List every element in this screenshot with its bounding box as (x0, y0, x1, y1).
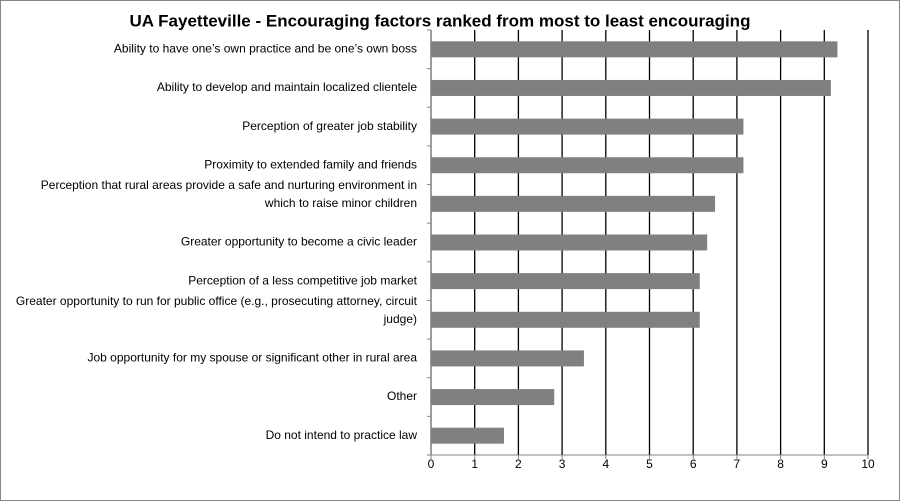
y-tick-label: Proximity to extended family and friends (204, 157, 417, 171)
bar (431, 118, 744, 135)
x-tick-label: 6 (690, 457, 697, 471)
x-tick-label: 10 (861, 457, 875, 471)
chart-title: UA Fayetteville - Encouraging factors ra… (130, 11, 751, 30)
bar (431, 427, 504, 444)
y-tick-label: Do not intend to practice law (266, 428, 418, 442)
x-tick-label: 1 (471, 457, 478, 471)
bar (431, 389, 555, 406)
x-tick-label: 3 (559, 457, 566, 471)
x-tick-label: 5 (646, 457, 653, 471)
bar (431, 157, 744, 174)
bar (431, 41, 838, 58)
x-tick-label: 2 (515, 457, 522, 471)
y-tick-label: Other (387, 389, 417, 403)
x-tick-label: 4 (602, 457, 609, 471)
x-tick-label: 7 (734, 457, 741, 471)
x-tick-label: 9 (821, 457, 828, 471)
y-tick-label: Perception that rural areas provide a sa… (41, 178, 417, 210)
x-tick-label: 8 (777, 457, 784, 471)
bar (431, 234, 708, 251)
y-tick-label: Greater opportunity to become a civic le… (181, 235, 417, 249)
y-tick-label: Greater opportunity to run for public of… (16, 294, 418, 326)
bar (431, 311, 700, 328)
bar (431, 350, 584, 367)
bar (431, 273, 700, 290)
bar (431, 79, 831, 96)
y-tick-label: Job opportunity for my spouse or signifi… (87, 351, 417, 365)
y-tick-label: Perception of a less competitive job mar… (188, 273, 417, 287)
y-tick-label: Ability to have one’s own practice and b… (114, 41, 417, 55)
y-tick-label: Perception of greater job stability (242, 119, 417, 133)
y-tick-label: Ability to develop and maintain localize… (157, 80, 417, 94)
x-tick-label: 0 (428, 457, 435, 471)
bar (431, 195, 716, 212)
